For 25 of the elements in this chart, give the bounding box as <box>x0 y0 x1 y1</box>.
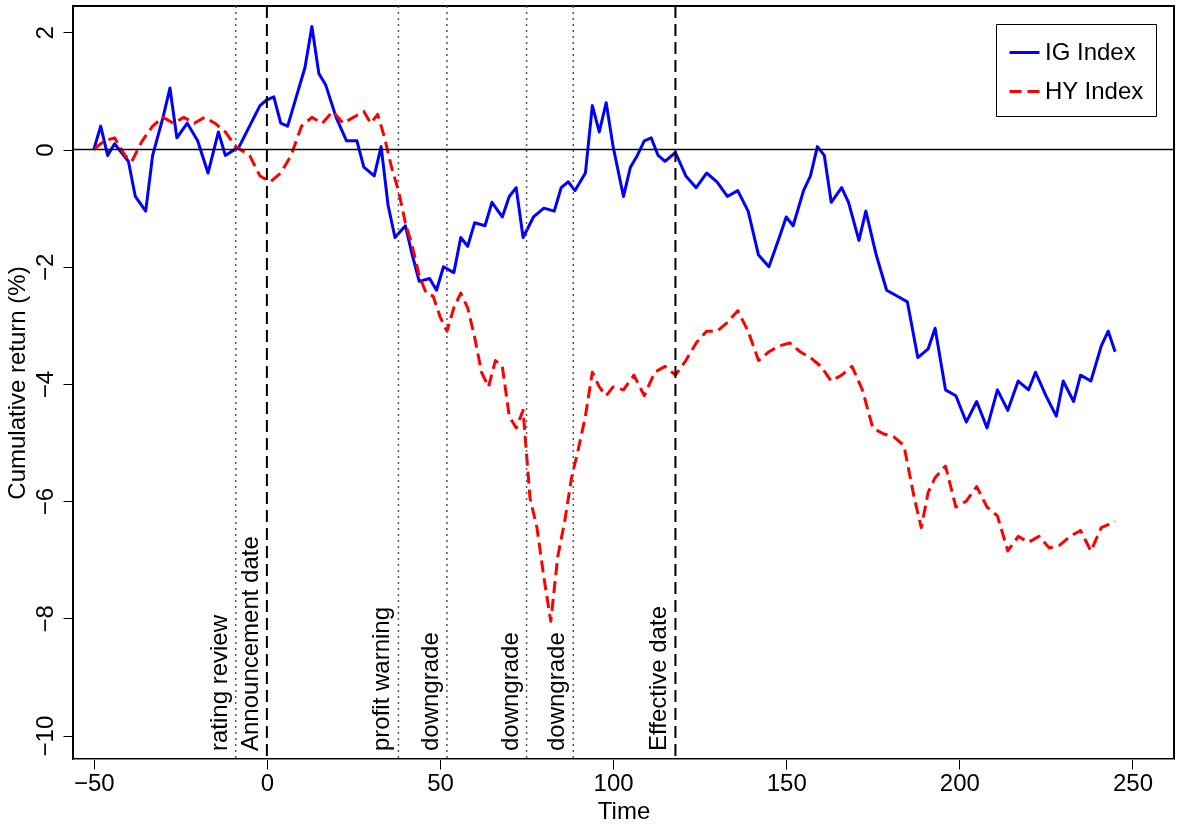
legend-label: HY Index <box>1045 76 1144 104</box>
x-tick-label: 0 <box>260 768 275 796</box>
y-tick-label: −2 <box>30 253 58 281</box>
x-tick-label: −50 <box>73 768 115 796</box>
ref-line-label: downgrade <box>495 632 523 751</box>
y-tick-label: −8 <box>30 605 58 633</box>
y-axis-title: Cumulative return (%) <box>2 266 30 500</box>
y-tick-label: −10 <box>30 715 58 757</box>
x-axis-title: Time <box>597 796 651 824</box>
ref-line-label: Effective date <box>644 606 672 751</box>
legend-label: IG Index <box>1045 37 1136 65</box>
ref-line-label: downgrade <box>415 632 443 751</box>
ref-line-label: downgrade <box>542 632 570 751</box>
ref-line-label: profit warning <box>367 606 395 751</box>
y-tick-label: −4 <box>30 370 58 399</box>
ref-line-label: Announcement date <box>235 536 263 751</box>
x-tick-label: 250 <box>1112 768 1153 796</box>
y-tick-label: 2 <box>30 26 58 40</box>
y-tick-label: −6 <box>30 487 58 516</box>
x-tick-label: 150 <box>766 768 807 796</box>
x-tick-label: 100 <box>593 768 634 796</box>
x-tick-label: 200 <box>939 768 980 796</box>
y-tick-label: 0 <box>30 143 58 157</box>
ref-line-label: rating review <box>204 614 232 751</box>
x-tick-label: 50 <box>427 768 454 796</box>
